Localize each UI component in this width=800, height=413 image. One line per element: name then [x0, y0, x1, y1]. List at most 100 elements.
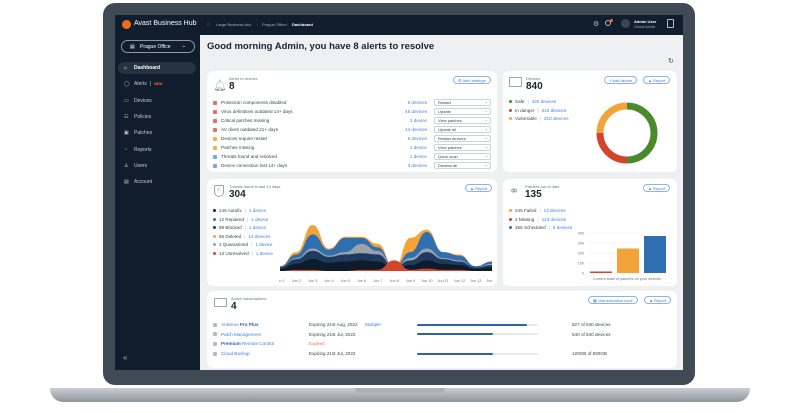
alert-action-select[interactable]: View patches [434, 144, 491, 151]
patches-report-button[interactable]: ▲ Report [643, 184, 671, 192]
alert-action-select[interactable]: Dismiss all [434, 162, 491, 169]
sidebar-item-users[interactable]: ♙ Users [118, 160, 196, 172]
alert-devices-link[interactable]: 6 devices [407, 136, 427, 141]
legend-dot [509, 108, 512, 112]
subscription-name-link[interactable]: Premium Remote Control [213, 341, 274, 346]
donut-slice-vulnerable [596, 102, 628, 134]
avatar[interactable] [621, 19, 630, 28]
report-label: Report [653, 186, 666, 191]
building-icon: ▤ [130, 44, 135, 50]
user-name[interactable]: Admin User [634, 19, 657, 24]
legend-devices-link[interactable]: 1 device [255, 250, 273, 256]
sidebar-item-reports[interactable]: ◔ Reports [118, 144, 196, 156]
legend-devices-link[interactable]: 210 devices [544, 116, 569, 121]
site-selector[interactable]: ▤ Prague Office ⌄ [121, 40, 195, 53]
alert-settings-button[interactable]: ⚙ Alert settings [453, 76, 491, 84]
alert-devices-link[interactable]: 3 devices [407, 163, 427, 168]
subscriptions-count: 4 [231, 301, 237, 312]
x-tick-label: Jun 3 [308, 279, 317, 283]
subscription-name-link[interactable]: Antivirus Pro Plus [213, 322, 259, 327]
alert-severity-icon [213, 154, 217, 159]
alert-severity-icon [213, 136, 217, 141]
alert-action-value: Quick scan [438, 154, 458, 159]
legend-label: Vulnerable [515, 116, 537, 121]
legend-devices-link[interactable]: 123 devices [541, 216, 567, 222]
legend-devices-link[interactable]: 1 device [248, 208, 267, 213]
devices-card: Devices 840 + Add device ▲ Report Safe | 4… [503, 71, 677, 172]
home-icon: ⌂ [124, 65, 128, 71]
legend-devices-link[interactable]: 14 devices [248, 233, 271, 239]
sidebar-item-label: Users [134, 162, 148, 169]
gear-icon[interactable]: ⚙ [593, 21, 600, 28]
legend-label: 2 Missing [515, 216, 535, 222]
subscription-name-suffix: Remote Control [240, 341, 275, 347]
subscription-name: Cloud Backup [221, 351, 250, 357]
report-icon: ◔ [124, 146, 128, 153]
legend-dot [213, 209, 216, 213]
legend-devices-link[interactable]: 14 devices [543, 208, 566, 213]
sidebar-item-dashboard[interactable]: ⌂ Dashboard [118, 62, 196, 74]
separator: | [539, 208, 541, 213]
alert-devices-link[interactable]: 1 device [409, 154, 427, 159]
legend-item: 13 Unresolved | 1 device [213, 251, 273, 256]
alert-action-select[interactable]: Update [434, 108, 491, 115]
subscription-name-link[interactable]: Patch Management [213, 332, 261, 337]
legend-devices-link[interactable]: 420 devices [531, 99, 557, 104]
separator: | [539, 116, 541, 121]
usage-count: 120GB of 500GB [572, 351, 607, 357]
sidebar-item-patches[interactable]: ▣ Patches [118, 127, 196, 139]
legend-devices-link[interactable]: 1 device [251, 216, 269, 222]
subscription-name-link[interactable]: Cloud Backup [213, 351, 250, 356]
legend-item: 2 Missing | 123 devices [509, 217, 566, 222]
collapse-sidebar-icon[interactable]: « [123, 353, 128, 362]
legend-dot [213, 243, 216, 247]
patches-count: 135 [525, 189, 542, 200]
breadcrumb-2[interactable]: Prague Office [262, 22, 287, 27]
alert-action-select[interactable]: Restart [434, 99, 491, 106]
refresh-icon[interactable]: ↻ [668, 58, 674, 65]
subscriptions-report-button[interactable]: ▲ Report [644, 296, 672, 304]
alert-action-select[interactable]: View patches [434, 117, 491, 124]
devices-report-button[interactable]: ▲ Report [643, 76, 671, 84]
report-label: Report [653, 78, 666, 83]
alert-devices-link[interactable]: 1 device [409, 145, 427, 150]
bar-scheduled [644, 236, 666, 273]
breadcrumb-sep: / [287, 22, 289, 27]
sidebar-item-policies[interactable]: ☷ Policies [118, 111, 196, 123]
legend-devices-link[interactable]: 1 device [255, 242, 273, 247]
home-icon[interactable]: ⌂ [207, 21, 210, 26]
bell-icon: ◯ [124, 81, 130, 88]
add-device-button[interactable]: + Add device [604, 76, 638, 84]
alert-devices-link[interactable]: 14 devices [405, 127, 427, 132]
threats-count: 304 [229, 189, 246, 200]
legend-devices-link[interactable]: 1 device [248, 225, 267, 230]
alert-action-select[interactable]: Update all [434, 126, 491, 133]
alert-devices-link[interactable]: 6 devices [407, 100, 427, 105]
sidebar-item-devices[interactable]: ▭ Devices [118, 95, 196, 107]
threats-label: Threats found in last 14 days [229, 184, 281, 189]
breadcrumb-1[interactable]: Large Business Acc. [216, 22, 253, 27]
devices-switch-icon[interactable] [667, 19, 674, 28]
notification-icon[interactable] [605, 20, 611, 26]
alerts-card: 🔔︎ Alerts to resolve 8 ⚙ Alert settings … [207, 71, 497, 172]
sidebar-item-account[interactable]: ▤ Account [118, 176, 196, 188]
subscription-expiry: Expiring 21st Jul, 2022 [309, 351, 356, 357]
donut-slice-in-danger [596, 132, 628, 164]
legend-devices-link[interactable]: 6 devices [552, 225, 573, 230]
subscription-name: Patch Management [221, 331, 261, 337]
separator: | [527, 99, 529, 104]
activation-code-button[interactable]: ▦ Use activation code [588, 296, 638, 304]
alert-text: Patches missing [221, 145, 255, 150]
alert-row: AV client outdated 21+ days [213, 127, 278, 132]
legend-devices-link[interactable]: 210 devices [541, 107, 567, 113]
report-label: Report [475, 186, 488, 191]
multiple-link[interactable]: Multiple [365, 322, 381, 327]
subscriptions-card: Active subscriptions 4 ▦ Use activation … [207, 291, 677, 368]
legend-dot [213, 226, 216, 230]
alert-action-select[interactable]: Restart devices [434, 135, 491, 142]
sidebar-item-alerts[interactable]: ◯ Alerts | NEW [118, 78, 196, 90]
threats-report-button[interactable]: ▲ Report [465, 184, 493, 192]
alert-action-select[interactable]: Quick scan [434, 153, 491, 160]
alert-devices-link[interactable]: 1 device [409, 118, 427, 123]
alert-devices-link[interactable]: 45 devices [405, 109, 427, 114]
